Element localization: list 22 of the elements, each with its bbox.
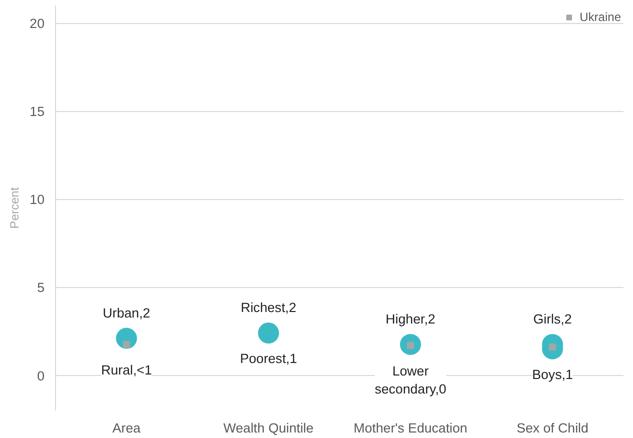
point [549,344,556,351]
annotation: Girls,2 [533,311,572,326]
y-tick-label: 10 [30,192,45,208]
x-tick-label: Wealth Quintile [223,420,314,436]
y-axis-title: Percent [8,186,22,229]
y-tick-label: 5 [37,280,45,296]
point [123,340,130,348]
y-tick-label: 20 [30,16,45,32]
x-tick-label: Mother's Education [354,420,468,436]
annotation: Rural,<1 [101,362,152,378]
x-tick-label: Area [112,420,142,436]
annotation: Higher,2 [386,311,436,326]
y-tick-label: 15 [30,104,45,120]
annotation: Boys,1 [532,366,573,382]
annotation: Urban,2 [102,305,150,320]
point [258,322,279,344]
annotation: Poorest,1 [240,351,298,366]
annotation: Lower secondary,0 [374,363,446,396]
x-tick-label: Sex of Child [516,420,588,436]
y-tick-label: 0 [37,368,45,384]
legend-label: Ukraine [580,10,621,24]
annotation: Richest,2 [240,300,296,316]
